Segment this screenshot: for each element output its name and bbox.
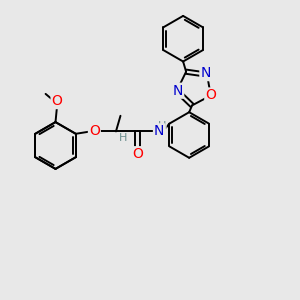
Text: O: O [52,94,62,108]
Text: H: H [118,133,127,143]
Text: O: O [132,147,143,161]
Text: N: N [154,124,164,138]
Text: O: O [89,124,100,138]
Text: H: H [158,121,166,131]
Text: N: N [173,84,183,98]
Text: N: N [200,66,211,80]
Text: O: O [205,88,216,103]
